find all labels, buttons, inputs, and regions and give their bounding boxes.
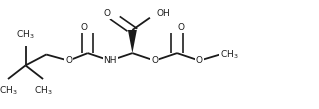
Text: CH$_3$: CH$_3$ <box>16 28 35 41</box>
Text: O: O <box>65 56 72 65</box>
Text: O: O <box>81 23 88 32</box>
Text: CH$_3$: CH$_3$ <box>220 48 239 61</box>
Text: O: O <box>103 9 110 18</box>
Text: CH$_3$: CH$_3$ <box>0 84 17 97</box>
Text: NH: NH <box>103 56 117 65</box>
Text: CH$_3$: CH$_3$ <box>34 84 52 97</box>
Text: O: O <box>196 56 203 65</box>
Polygon shape <box>128 30 137 53</box>
Text: O: O <box>151 56 158 65</box>
Text: OH: OH <box>156 9 170 18</box>
Text: O: O <box>177 23 184 32</box>
